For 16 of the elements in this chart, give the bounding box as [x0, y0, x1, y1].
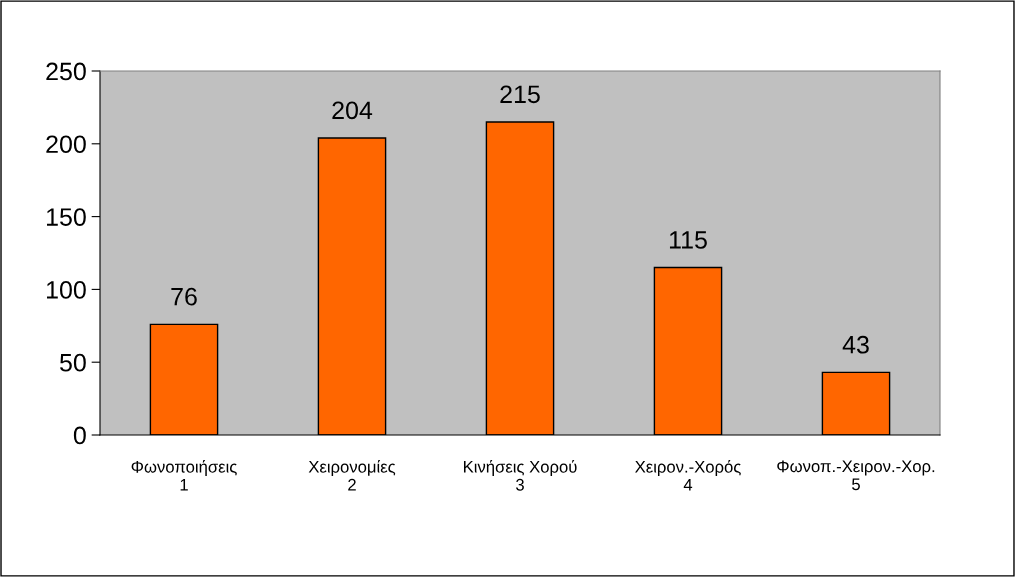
x-tick-label: Φωνοπ.-Χειρον.-Χορ. 5 — [777, 460, 935, 491]
y-tick-label: 100 — [47, 281, 86, 299]
y-tick-label: 250 — [46, 62, 86, 81]
data-label: 76 — [171, 287, 197, 306]
x-tick-label: Φωνοποιήσεις 1 — [131, 459, 237, 491]
data-label: 115 — [669, 231, 707, 249]
data-label: 204 — [332, 101, 373, 120]
x-tick-label: Χειρον.-Χορός 4 — [635, 460, 741, 491]
data-label: 43 — [842, 335, 869, 354]
y-tick-label: 150 — [47, 208, 86, 226]
data-label: 215 — [500, 85, 540, 104]
y-tick-label: 200 — [46, 135, 86, 154]
y-tick-label: 0 — [73, 426, 86, 445]
x-tick-label: Χειρονομίες 2 — [308, 460, 396, 491]
y-tick-label: 50 — [60, 353, 86, 372]
x-tick-label: Κινήσεις Χορού 3 — [463, 460, 577, 491]
